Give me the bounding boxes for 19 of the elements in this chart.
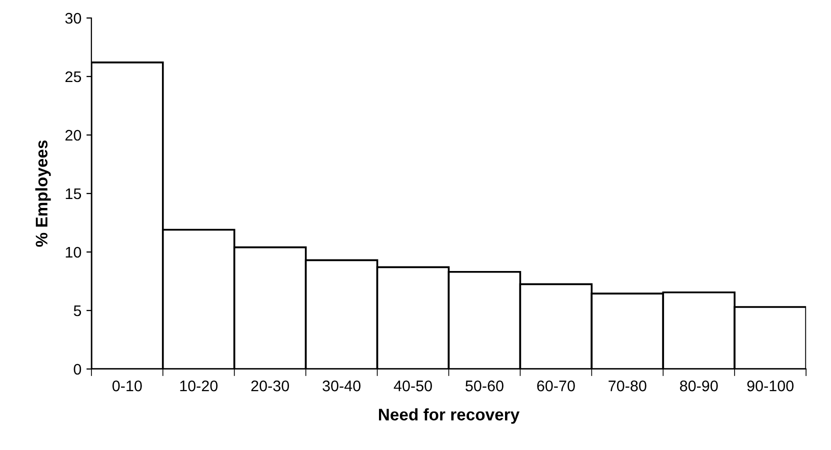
x-axis-title: Need for recovery	[378, 408, 520, 424]
x-tick-label: 50-60	[466, 380, 504, 392]
x-tick-label: 0-10	[112, 380, 142, 392]
y-tick-label: 30	[65, 12, 82, 24]
y-tick-label: 5	[74, 306, 82, 316]
x-tick-label: 60-70	[537, 380, 575, 392]
y-tick-label: 0	[74, 364, 82, 375]
x-tick-label: 90-100	[747, 380, 794, 392]
x-tick-label: 10-20	[180, 380, 218, 392]
y-axis-title: % Employees	[35, 140, 51, 247]
x-tick-label: 40-50	[394, 380, 432, 392]
x-tick-label: 70-80	[608, 380, 646, 392]
x-tick-label: 30-40	[322, 380, 360, 392]
y-tick-label: 15	[66, 188, 82, 200]
x-tick-label: 80-90	[680, 380, 718, 392]
x-tick-label: 20-30	[251, 380, 290, 392]
y-tick-label: 20	[65, 130, 82, 141]
y-tick-label: 10	[66, 246, 82, 258]
y-tick-label: 25	[65, 71, 82, 82]
